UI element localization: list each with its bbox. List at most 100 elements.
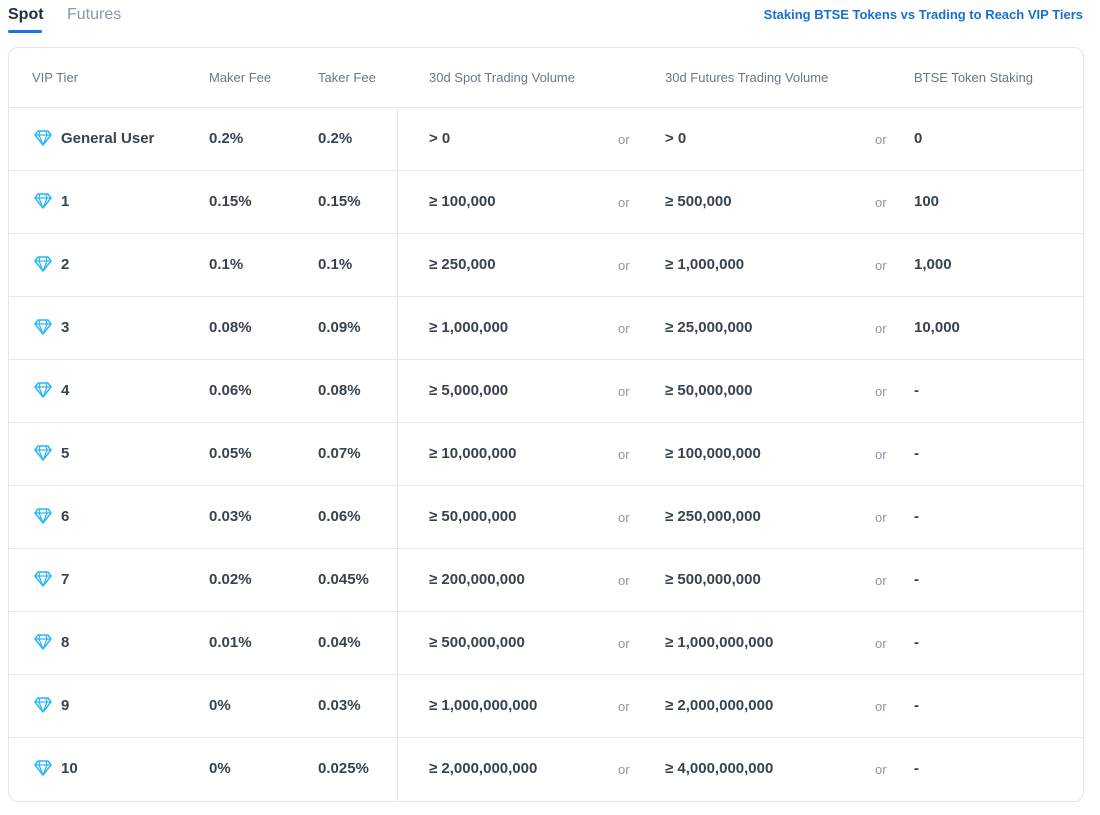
or-label: or: [875, 195, 887, 210]
cell-taker-fee: 0.07%: [318, 445, 361, 462]
cell-futures-volume: ≥ 2,000,000,000: [665, 697, 774, 714]
cell-spot-volume: ≥ 1,000,000,000: [429, 697, 538, 714]
table-row: General User 0.2% 0.2% > 0 or > 0 or 0: [9, 108, 1083, 171]
or-label: or: [875, 132, 887, 147]
cell-token-staking: 100: [914, 193, 940, 210]
cell-taker-fee: 0.025%: [318, 760, 369, 777]
cell-taker-fee: 0.09%: [318, 319, 361, 336]
cell-spot-volume: ≥ 2,000,000,000: [429, 760, 538, 777]
or-label: or: [618, 384, 630, 399]
cell-token-staking: 10,000: [914, 319, 960, 336]
header-spot-volume: 30d Spot Trading Volume: [429, 70, 575, 85]
table-row: 2 0.1% 0.1% ≥ 250,000 or ≥ 1,000,000 or 1,000: [9, 234, 1083, 297]
cell-taker-fee: 0.08%: [318, 382, 361, 399]
cell-taker-fee: 0.03%: [318, 697, 361, 714]
cell-maker-fee: 0.15%: [209, 193, 252, 210]
cell-taker-fee: 0.045%: [318, 571, 369, 588]
cell-spot-volume: ≥ 50,000,000: [429, 508, 517, 525]
or-label: or: [875, 510, 887, 525]
cell-maker-fee: 0.01%: [209, 634, 252, 651]
cell-maker-fee: 0%: [209, 697, 231, 714]
cell-token-staking: -: [914, 571, 919, 588]
cell-futures-volume: ≥ 100,000,000: [665, 445, 761, 462]
cell-token-staking: -: [914, 760, 919, 777]
diamond-icon: [34, 382, 52, 398]
cell-maker-fee: 0.08%: [209, 319, 252, 336]
vip-tier-table: VIP Tier Maker Fee Taker Fee 30d Spot Tr…: [8, 47, 1084, 802]
header-maker-fee: Maker Fee: [209, 70, 272, 85]
diamond-icon: [34, 130, 52, 146]
cell-maker-fee: 0.05%: [209, 445, 252, 462]
cell-token-staking: 0: [914, 130, 923, 147]
active-tab-indicator: [8, 30, 42, 33]
or-label: or: [875, 762, 887, 777]
table-row: 7 0.02% 0.045% ≥ 200,000,000 or ≥ 500,000,000…: [9, 549, 1083, 612]
column-divider: [397, 108, 398, 801]
cell-maker-fee: 0.06%: [209, 382, 252, 399]
diamond-icon: [34, 760, 52, 776]
cell-spot-volume: ≥ 10,000,000: [429, 445, 517, 462]
cell-taker-fee: 0.15%: [318, 193, 361, 210]
cell-taker-fee: 0.2%: [318, 130, 353, 147]
table-row: 6 0.03% 0.06% ≥ 50,000,000 or ≥ 250,000,000 or…: [9, 486, 1083, 549]
cell-token-staking: -: [914, 508, 919, 525]
or-label: or: [618, 258, 630, 273]
diamond-icon: [34, 697, 52, 713]
cell-futures-volume: ≥ 1,000,000: [665, 256, 745, 273]
table-row: 10 0% 0.025% ≥ 2,000,000,000 or ≥ 4,000,000,0…: [9, 738, 1083, 801]
diamond-icon: [34, 634, 52, 650]
cell-vip-tier: 7: [61, 571, 70, 588]
staking-vs-trading-link[interactable]: Staking BTSE Tokens vs Trading to Reach …: [763, 7, 1083, 22]
diamond-icon: [34, 193, 52, 209]
cell-spot-volume: ≥ 100,000: [429, 193, 496, 210]
cell-vip-tier: 10: [61, 760, 78, 777]
table-row: 5 0.05% 0.07% ≥ 10,000,000 or ≥ 100,000,000 or…: [9, 423, 1083, 486]
cell-token-staking: -: [914, 634, 919, 651]
table-row: 9 0% 0.03% ≥ 1,000,000,000 or ≥ 2,000,000,000…: [9, 675, 1083, 738]
cell-futures-volume: ≥ 250,000,000: [665, 508, 761, 525]
or-label: or: [618, 699, 630, 714]
cell-maker-fee: 0.1%: [209, 256, 244, 273]
or-label: or: [618, 195, 630, 210]
or-label: or: [875, 573, 887, 588]
cell-taker-fee: 0.1%: [318, 256, 353, 273]
table-row: 1 0.15% 0.15% ≥ 100,000 or ≥ 500,000 or 100: [9, 171, 1083, 234]
header-taker-fee: Taker Fee: [318, 70, 376, 85]
cell-vip-tier: 2: [61, 256, 70, 273]
cell-futures-volume: ≥ 1,000,000,000: [665, 634, 774, 651]
cell-taker-fee: 0.04%: [318, 634, 361, 651]
or-label: or: [618, 636, 630, 651]
cell-futures-volume: ≥ 500,000,000: [665, 571, 761, 588]
or-label: or: [618, 447, 630, 462]
or-label: or: [875, 447, 887, 462]
cell-spot-volume: ≥ 250,000: [429, 256, 496, 273]
or-label: or: [875, 258, 887, 273]
cell-vip-tier: 6: [61, 508, 70, 525]
cell-taker-fee: 0.06%: [318, 508, 361, 525]
or-label: or: [618, 132, 630, 147]
cell-vip-tier: 1: [61, 193, 70, 210]
cell-spot-volume: ≥ 5,000,000: [429, 382, 509, 399]
table-row: 3 0.08% 0.09% ≥ 1,000,000 or ≥ 25,000,000 or 10…: [9, 297, 1083, 360]
cell-vip-tier: General User: [61, 130, 155, 147]
top-bar: Spot Futures Staking BTSE Tokens vs Trad…: [0, 0, 1100, 40]
cell-spot-volume: > 0: [429, 130, 451, 147]
cell-futures-volume: ≥ 4,000,000,000: [665, 760, 774, 777]
cell-futures-volume: ≥ 50,000,000: [665, 382, 753, 399]
cell-spot-volume: ≥ 1,000,000: [429, 319, 509, 336]
or-label: or: [618, 321, 630, 336]
diamond-icon: [34, 571, 52, 587]
cell-vip-tier: 3: [61, 319, 70, 336]
or-label: or: [875, 636, 887, 651]
tab-futures[interactable]: Futures: [67, 6, 122, 23]
or-label: or: [875, 321, 887, 336]
cell-spot-volume: ≥ 200,000,000: [429, 571, 525, 588]
or-label: or: [618, 510, 630, 525]
tab-spot[interactable]: Spot: [8, 6, 44, 23]
header-token-staking: BTSE Token Staking: [914, 70, 1033, 85]
cell-maker-fee: 0.2%: [209, 130, 244, 147]
table-row: 8 0.01% 0.04% ≥ 500,000,000 or ≥ 1,000,000,00…: [9, 612, 1083, 675]
cell-maker-fee: 0.03%: [209, 508, 252, 525]
diamond-icon: [34, 508, 52, 524]
cell-vip-tier: 9: [61, 697, 70, 714]
